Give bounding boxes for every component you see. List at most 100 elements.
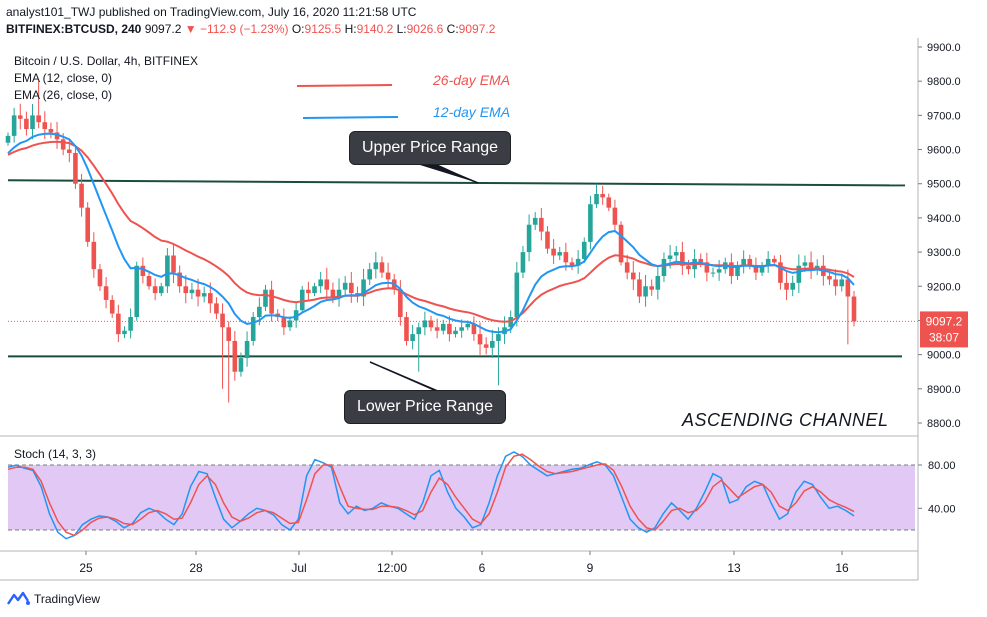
candle-body <box>802 262 808 266</box>
candle-body <box>569 262 575 266</box>
candle-body <box>600 193 605 198</box>
candle-body <box>434 327 440 331</box>
ema26-annotation-line <box>296 84 393 87</box>
stoch-legend[interactable]: Stoch (14, 3, 3) <box>14 447 97 461</box>
y-tick-label: 9300.0 <box>927 247 961 259</box>
candle-body <box>575 258 581 266</box>
low-value: 9026.6 <box>406 22 444 36</box>
ema26-legend[interactable]: EMA (26, close, 0) <box>14 88 113 102</box>
candle-body <box>109 299 115 314</box>
candle-body <box>661 258 667 277</box>
candle-body <box>735 265 740 277</box>
ema12-line <box>7 132 855 334</box>
candle-body <box>293 310 299 321</box>
candle-body <box>496 334 501 341</box>
candle-body <box>189 289 195 294</box>
candle-body <box>551 248 556 256</box>
candle-body <box>649 286 654 290</box>
y-tick-label: 9500.0 <box>927 179 961 191</box>
candle-body <box>171 255 176 273</box>
candle-body <box>214 303 219 314</box>
candle-body <box>404 317 409 341</box>
candle-body <box>42 122 48 130</box>
candle-body <box>324 279 330 290</box>
candle-body <box>398 289 403 318</box>
candle-body <box>152 286 158 294</box>
ema26-annotation: 26-day EMA <box>433 72 511 88</box>
candle-body <box>637 279 642 297</box>
candle-body <box>545 231 550 249</box>
candle-body <box>710 272 716 274</box>
y-tick-label: 9900.0 <box>927 42 961 54</box>
candle-body <box>116 313 121 335</box>
candle-body <box>765 258 771 266</box>
price-change: −112.9 (−1.23%) <box>199 22 289 36</box>
candle-body <box>741 258 746 266</box>
candle-body <box>557 252 563 256</box>
upper-callout-arrow-head <box>420 161 478 183</box>
tradingview-logo-icon <box>7 591 30 605</box>
candle-body <box>477 334 483 345</box>
candle-body <box>287 320 293 328</box>
candle-body <box>195 289 201 297</box>
candle-body <box>422 320 428 328</box>
candle-body <box>177 272 182 287</box>
x-tick-label: 16 <box>835 561 849 575</box>
candle-body <box>453 330 458 335</box>
candle-body <box>526 224 532 253</box>
candle-body <box>532 217 538 225</box>
candle-body <box>772 258 777 263</box>
ema12-legend[interactable]: EMA (12, close, 0) <box>14 71 113 85</box>
candle-body <box>330 289 336 297</box>
stoch-band <box>8 465 915 530</box>
candle-body <box>778 262 783 283</box>
y-tick-label: 9600.0 <box>927 145 961 157</box>
stoch-y-tick-label: 80.00 <box>928 460 956 472</box>
candle-body <box>165 255 170 287</box>
candle-body <box>128 317 133 331</box>
candle-body <box>146 276 152 287</box>
candle-body <box>827 276 832 280</box>
candle-body <box>704 262 710 273</box>
candle-body <box>618 224 624 263</box>
price-pane <box>5 81 918 403</box>
ascending-channel-label: ASCENDING CHANNEL <box>682 410 889 430</box>
candle-body <box>79 183 84 208</box>
candle-body <box>201 293 207 297</box>
candle-body <box>385 272 391 280</box>
y-tick-label: 8800.0 <box>927 418 961 430</box>
candle-body <box>73 152 78 184</box>
candle-body <box>514 272 520 318</box>
candle-body <box>373 262 379 270</box>
candle-body <box>263 289 268 307</box>
candle-body <box>36 115 41 123</box>
candle-body <box>465 323 471 328</box>
candle-body <box>220 313 225 328</box>
y-tick-label: 9400.0 <box>927 213 961 225</box>
candle-body <box>833 279 838 287</box>
candle-body <box>539 217 544 232</box>
candle-body <box>17 115 23 119</box>
candle-body <box>784 282 789 290</box>
candle-body <box>183 286 189 294</box>
axes: 9900.0 9800.0 9700.0 9600.0 9500.0 9400.0 9300… <box>0 38 968 581</box>
candle-body <box>796 265 802 283</box>
symbol-line: BITFINEX:BTCUSD, 240 9097.2 ▼ −112.9 (−1… <box>6 22 496 36</box>
candle-body <box>631 272 636 280</box>
publisher-line: analyst101_TWJ published on TradingView.… <box>6 5 417 19</box>
candle-body <box>299 289 305 311</box>
lower-range-callout: Lower Price Range <box>344 390 507 424</box>
candle-body <box>208 293 213 304</box>
tradingview-brand[interactable]: TradingView <box>6 591 100 607</box>
y-tick-label: 9800.0 <box>927 76 961 88</box>
candle-body <box>416 327 422 335</box>
candle-body <box>257 306 262 318</box>
candle-body <box>428 320 434 328</box>
candle-body <box>483 344 489 348</box>
candle-body <box>60 139 66 150</box>
upper-range-callout: Upper Price Range <box>349 131 512 165</box>
x-tick-label: 13 <box>727 561 741 575</box>
candle-body <box>680 252 685 266</box>
x-tick-label: 12:00 <box>377 561 407 575</box>
candle-body <box>594 193 599 205</box>
